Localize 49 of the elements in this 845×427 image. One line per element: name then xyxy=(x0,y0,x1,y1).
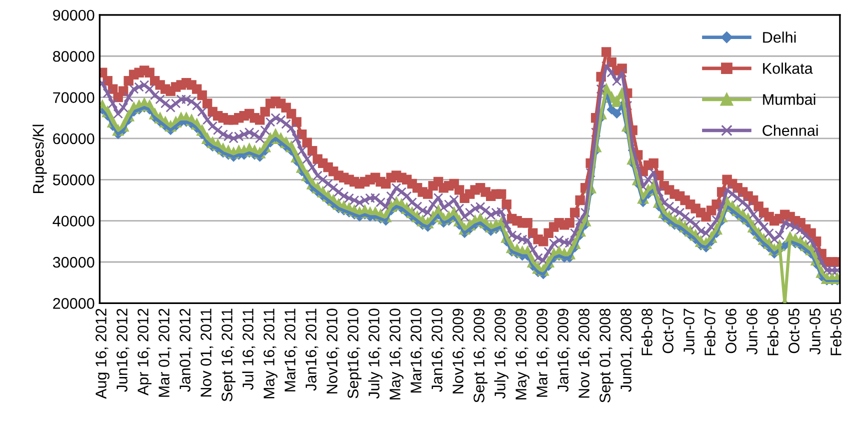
x-tick-label: May 16, 2009 xyxy=(516,308,530,400)
x-tick-label: Nov16, 2009 xyxy=(452,308,466,394)
x-tick-label: Jan16, 2010 xyxy=(432,308,444,392)
x-tick-label: Nov 01, 2011 xyxy=(200,308,214,397)
y-tick-label: 90000 xyxy=(53,10,94,21)
legend-label: Delhi xyxy=(763,32,796,43)
y-tick-label: 40000 xyxy=(52,216,94,227)
x-tick-label: Aug 16, 2012 xyxy=(96,308,110,399)
x-tick-label: May 16, 2011 xyxy=(264,308,278,398)
x-tick-label: Jul 16, 2011 xyxy=(242,308,256,390)
x-tick-label: Apr 16, 2012 xyxy=(138,308,152,396)
x-tick-label: Sept16, 2010 xyxy=(348,308,362,398)
y-tick-label: 70000 xyxy=(53,92,94,103)
x-tick-label: Jun-06 xyxy=(746,308,758,354)
x-tick-label: Oct-07 xyxy=(662,308,674,354)
x-tick-label: Sept 16, 2009 xyxy=(474,308,488,402)
x-tick-label: Feb-07 xyxy=(704,308,716,356)
x-tick-label: July 16, 2009 xyxy=(494,308,508,399)
y-tick-label: 20000 xyxy=(53,298,94,309)
legend-label: Chennai xyxy=(762,124,818,136)
x-tick-label: Jan16, 2011 xyxy=(306,308,318,391)
x-tick-label: Mar16, 2010 xyxy=(410,308,424,393)
x-tick-label: Jun16, 2012 xyxy=(116,308,130,392)
legend-label: Mumbai xyxy=(763,94,816,105)
x-tick-label: Jan16, 2009 xyxy=(558,308,570,392)
x-tick-label: Jun-05 xyxy=(810,308,820,354)
x-tick-label: Jun01, 2008 xyxy=(620,308,634,392)
x-tick-label: Jun-07 xyxy=(684,308,694,354)
legend-label: Kolkata xyxy=(763,62,813,74)
x-tick-label: Oct-05 xyxy=(788,308,800,354)
x-tick-label: July 16, 2010 xyxy=(368,308,382,399)
x-tick-label: Mar 16, 2009 xyxy=(536,308,550,397)
y-tick-label: 80000 xyxy=(53,50,94,62)
y-axis-title: Rupees/Kl xyxy=(32,124,47,194)
y-tick-label: 30000 xyxy=(52,256,94,268)
x-tick-label: Jan01, 2012 xyxy=(180,308,192,392)
y-tick-label: 60000 xyxy=(53,133,94,144)
x-tick-label: Nov16, 2010 xyxy=(326,308,340,394)
y-tick-label: 50000 xyxy=(52,174,94,186)
x-tick-label: May 16, 2010 xyxy=(390,308,404,400)
x-tick-label: Mar 01, 2012 xyxy=(158,308,172,397)
x-tick-label: Feb-05 xyxy=(830,308,842,356)
x-tick-label: Oct-06 xyxy=(726,308,736,354)
x-tick-label: Sept 01, 2008 xyxy=(600,308,614,402)
x-tick-label: Nov 16, 2008 xyxy=(578,308,592,398)
x-tick-label: Feb-06 xyxy=(767,308,778,356)
x-tick-label: Mar16, 2011 xyxy=(284,308,298,392)
x-tick-label: Sept 16, 2011 xyxy=(222,308,236,402)
x-tick-label: Feb-08 xyxy=(641,308,652,356)
